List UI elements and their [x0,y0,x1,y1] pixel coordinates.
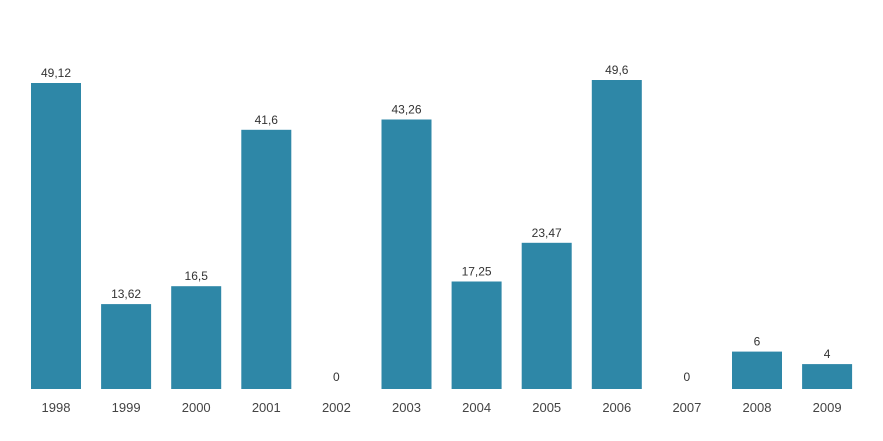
x-tick-label-2008: 2008 [743,400,772,415]
x-tick-label-2001: 2001 [252,400,281,415]
bar-2009 [802,364,853,389]
x-tick-label-2006: 2006 [602,400,631,415]
bar-2005 [521,242,572,389]
bars-group [31,80,853,390]
bar-2006 [591,80,642,389]
value-label-2000: 16,5 [185,269,209,283]
value-label-2002: 0 [333,370,340,384]
x-tick-label-2002: 2002 [322,400,351,415]
value-label-2001: 41,6 [255,113,279,127]
value-labels-group: 49,12 13,62 16,5 41,6 0 43,26 17,25 23,47 49,6 0 6… [41,63,831,384]
bar-1999 [101,304,152,389]
x-tick-label-2005: 2005 [532,400,561,415]
bar-2003 [381,119,432,389]
value-label-2009: 4 [824,347,831,361]
bar-1998 [31,83,81,389]
x-axis-tick-labels: 1998 1999 2000 2001 2002 2003 2004 2005 2006 2007… [42,400,842,415]
x-tick-label-1999: 1999 [112,400,141,415]
bar-2000 [171,286,222,389]
value-label-2004: 17,25 [462,265,492,279]
value-label-2007: 0 [684,370,691,384]
x-tick-label-2007: 2007 [672,400,701,415]
x-tick-label-2009: 2009 [813,400,842,415]
x-tick-label-2000: 2000 [182,400,211,415]
bar-2001 [241,129,292,390]
value-label-1999: 13,62 [111,287,141,301]
value-label-2008: 6 [754,335,761,349]
bar-2008 [732,351,782,389]
value-label-1998: 49,12 [41,66,71,80]
x-tick-label-1998: 1998 [42,400,71,415]
value-label-2005: 23,47 [532,226,562,240]
value-label-2006: 49,6 [605,63,629,77]
x-tick-label-2004: 2004 [462,400,491,415]
value-label-2003: 43,26 [391,103,421,117]
x-tick-label-2003: 2003 [392,400,421,415]
bar-2004 [451,281,502,389]
